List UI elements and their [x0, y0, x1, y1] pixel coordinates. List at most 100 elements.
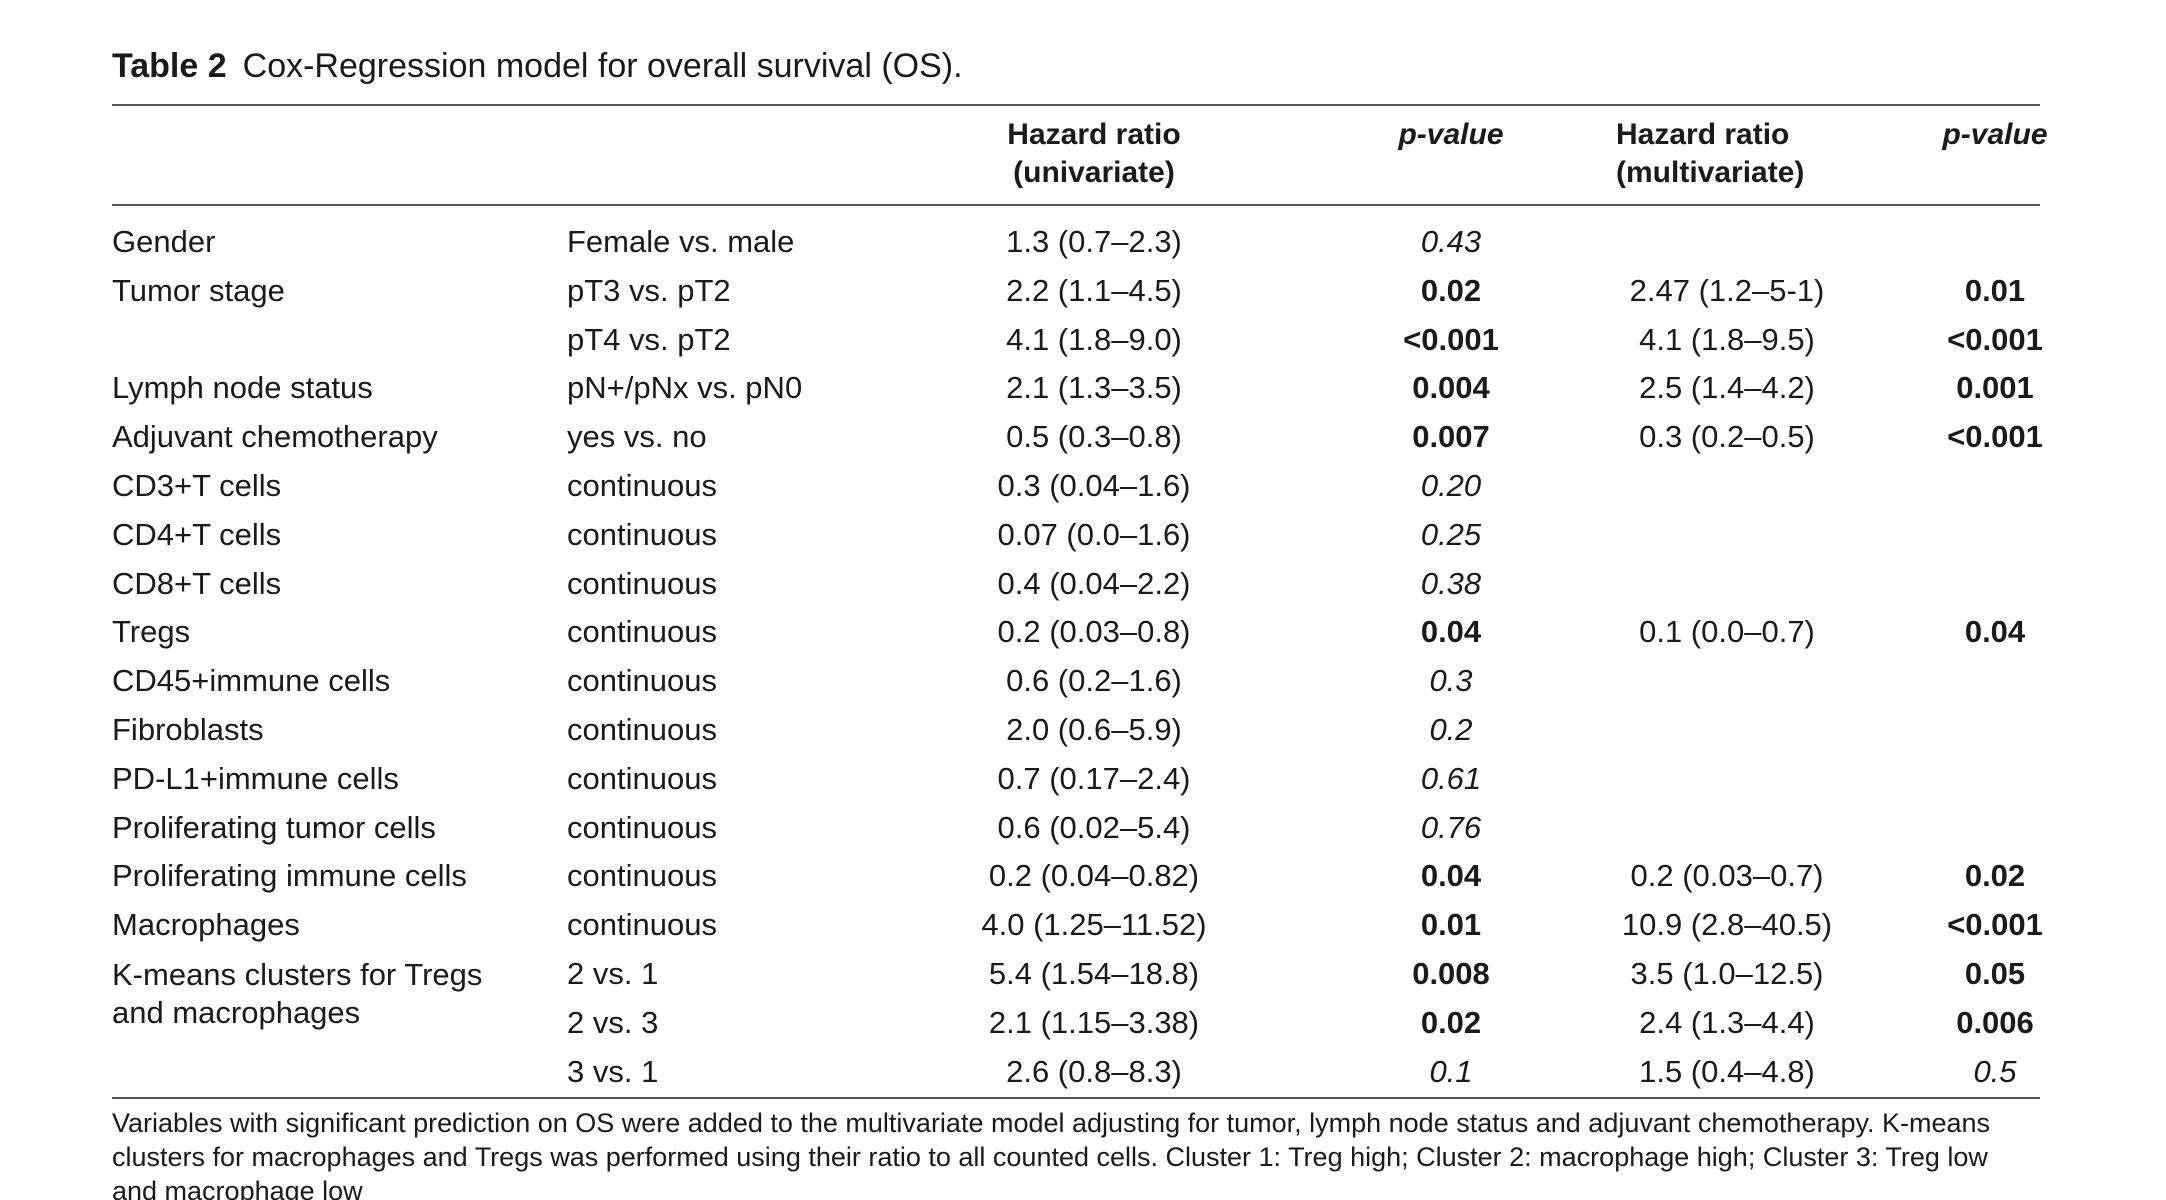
row-p-multivariate: <0.001: [1947, 907, 2043, 943]
row-hr-univariate: 0.5 (0.3–0.8): [1006, 419, 1182, 455]
row-comparison: 2 vs. 1: [567, 956, 659, 991]
table-row: 2 vs. 3 2.1 (1.15–3.38) 0.02 2.4 (1.3–4.4) 0…: [0, 999, 2166, 1047]
table-row: Macrophages continuous 4.0 (1.25–11.52) 0.0…: [0, 901, 2166, 949]
header-hr-multivariate: Hazard ratio (multivariate): [1616, 116, 1804, 192]
row-p-univariate: 0.02: [1420, 1004, 1482, 1040]
table-row: Proliferating tumor cells continuous 0.6 (…: [0, 804, 2166, 852]
header-hr-multivariate-line1: Hazard ratio: [1616, 118, 1790, 151]
row-p-univariate: 0.2: [1429, 712, 1473, 747]
row-variable: CD3+T cells: [112, 468, 282, 503]
header-rule: [112, 204, 2040, 206]
row-p-multivariate: 0.01: [1964, 272, 2026, 308]
row-comparison: continuous: [567, 663, 717, 699]
table-label: Table 2: [112, 47, 227, 85]
row-p-multivariate: 0.05: [1964, 956, 2026, 991]
row-hr-multivariate: 10.9 (2.8–40.5): [1621, 907, 1833, 943]
row-variable: Adjuvant chemotherapy: [112, 419, 438, 455]
row-p-univariate: 0.43: [1420, 224, 1482, 259]
row-hr-multivariate: 0.1 (0.0–0.7): [1639, 614, 1815, 650]
row-comparison: pT4 vs. pT2: [567, 321, 731, 357]
row-comparison: continuous: [567, 516, 717, 552]
row-p-multivariate: 0.006: [1956, 1004, 2034, 1040]
table-row: PD-L1+immune cells continuous 0.7 (0.17–2.…: [0, 755, 2166, 803]
row-p-multivariate: <0.001: [1947, 419, 2043, 455]
table-row: Tregs continuous 0.2 (0.03–0.8) 0.04 0.1 (0.…: [0, 608, 2166, 656]
row-hr-univariate: 0.6 (0.2–1.6): [1006, 663, 1182, 699]
row-comparison: continuous: [567, 712, 717, 747]
row-comparison: pN+/pNx vs. pN0: [567, 370, 803, 406]
row-p-multivariate: 0.04: [1964, 614, 2026, 650]
row-p-univariate: 0.76: [1420, 809, 1482, 845]
row-hr-univariate: 2.0 (0.6–5.9): [1006, 712, 1182, 747]
row-p-univariate: 0.007: [1412, 419, 1490, 455]
table-row: CD45+immune cells continuous 0.6 (0.2–1.6)…: [0, 657, 2166, 705]
row-p-univariate: 0.008: [1412, 956, 1490, 991]
row-p-univariate: 0.3: [1429, 663, 1473, 699]
table-row: CD8+T cells continuous 0.4 (0.04–2.2) 0.38: [0, 560, 2166, 608]
row-variable: Fibroblasts: [112, 712, 264, 747]
row-variable: Proliferating tumor cells: [112, 809, 436, 845]
row-variable: Gender: [112, 224, 216, 259]
row-p-multivariate: <0.001: [1947, 321, 2043, 357]
row-hr-univariate: 4.0 (1.25–11.52): [981, 907, 1207, 943]
row-p-univariate: <0.001: [1403, 321, 1499, 357]
row-variable: Tregs: [112, 614, 191, 650]
row-hr-univariate: 2.1 (1.3–3.5): [1006, 370, 1182, 406]
row-variable: PD-L1+immune cells: [112, 760, 399, 796]
row-comparison: continuous: [567, 614, 717, 650]
table-row: Gender Female vs. male 1.3 (0.7–2.3) 0.43: [0, 218, 2166, 266]
row-hr-univariate: 5.4 (1.54–18.8): [988, 956, 1200, 991]
row-variable: Tumor stage: [112, 272, 285, 308]
row-comparison: continuous: [567, 565, 717, 601]
row-hr-univariate: 2.6 (0.8–8.3): [1006, 1053, 1182, 1089]
row-hr-univariate: 0.07 (0.0–1.6): [997, 516, 1191, 552]
row-hr-univariate: 4.1 (1.8–9.0): [1006, 321, 1182, 357]
row-p-univariate: 0.20: [1420, 468, 1482, 503]
table-row: CD3+T cells continuous 0.3 (0.04–1.6) 0.20: [0, 462, 2166, 510]
row-hr-multivariate: 1.5 (0.4–4.8): [1639, 1053, 1815, 1089]
row-comparison: continuous: [567, 760, 717, 796]
row-hr-multivariate: 3.5 (1.0–12.5): [1630, 956, 1824, 991]
row-hr-univariate: 1.3 (0.7–2.3): [1006, 224, 1182, 259]
row-p-univariate: 0.25: [1420, 516, 1482, 552]
header-hr-multivariate-line2: (multivariate): [1616, 156, 1805, 189]
table-row: Adjuvant chemotherapy yes vs. no 0.5 (0.3–…: [0, 413, 2166, 461]
row-variable: Lymph node status: [112, 370, 373, 406]
row-hr-univariate: 0.2 (0.04–0.82): [988, 858, 1200, 894]
table-row: CD4+T cells continuous 0.07 (0.0–1.6) 0.25: [0, 511, 2166, 559]
row-hr-univariate: 2.2 (1.1–4.5): [1006, 272, 1182, 308]
row-comparison: pT3 vs. pT2: [567, 272, 731, 308]
row-p-univariate: 0.04: [1420, 858, 1482, 894]
row-p-univariate: 0.04: [1420, 614, 1482, 650]
table-row: Tumor stage pT3 vs. pT2 2.2 (1.1–4.5) 0.02 2…: [0, 267, 2166, 315]
header-p-univariate: p-value: [1398, 118, 1504, 151]
row-p-univariate: 0.02: [1420, 272, 1482, 308]
row-variable: Proliferating immune cells: [112, 858, 467, 894]
row-variable: CD4+T cells: [112, 516, 282, 552]
header-p-multivariate: p-value: [1942, 118, 2048, 151]
row-hr-multivariate: 2.4 (1.3–4.4): [1639, 1004, 1815, 1040]
header-hr-univariate: Hazard ratio (univariate): [1007, 118, 1181, 189]
row-p-multivariate: 0.02: [1964, 858, 2026, 894]
row-p-multivariate: 0.001: [1956, 370, 2034, 406]
row-hr-multivariate: 2.5 (1.4–4.2): [1639, 370, 1815, 406]
table-row: K-means clusters for Tregs and macrophag…: [0, 950, 2166, 1030]
row-p-univariate: 0.38: [1420, 565, 1482, 601]
row-comparison: continuous: [567, 858, 717, 894]
top-rule: [112, 104, 2040, 106]
row-comparison: 2 vs. 3: [567, 1004, 659, 1040]
row-hr-univariate: 0.2 (0.03–0.8): [997, 614, 1191, 650]
row-hr-univariate: 0.4 (0.04–2.2): [997, 565, 1191, 601]
table-caption: Table 2 Cox-Regression model for overall …: [112, 44, 963, 88]
row-hr-univariate: 0.7 (0.17–2.4): [997, 760, 1191, 796]
table-row: Lymph node status pN+/pNx vs. pN0 2.1 (1.3…: [0, 364, 2166, 412]
row-hr-multivariate: 2.47 (1.2–5-1): [1629, 272, 1825, 308]
table-row: Fibroblasts continuous 2.0 (0.6–5.9) 0.2: [0, 706, 2166, 754]
row-variable: K-means clusters for Tregs and macrophag…: [112, 957, 483, 1030]
row-p-multivariate: 0.5: [1973, 1053, 2017, 1089]
table-row: Proliferating immune cells continuous 0.2 …: [0, 852, 2166, 900]
row-p-univariate: 0.1: [1429, 1053, 1473, 1089]
row-hr-univariate: 0.6 (0.02–5.4): [997, 809, 1191, 845]
row-comparison: 3 vs. 1: [567, 1053, 659, 1089]
table-footnote: Variables with significant prediction on…: [112, 1108, 1991, 1200]
